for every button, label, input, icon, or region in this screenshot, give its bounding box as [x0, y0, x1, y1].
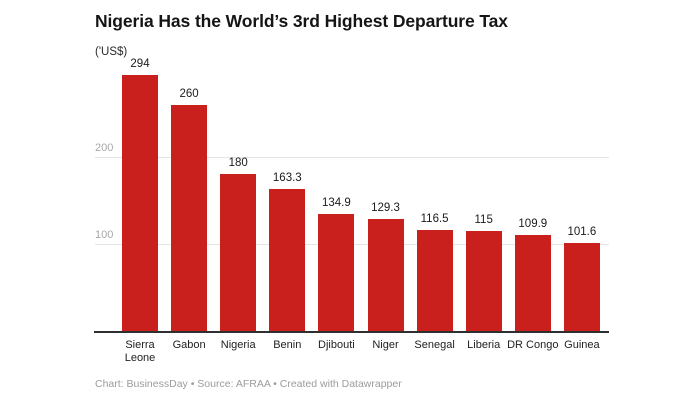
- chart-footer: Chart: BusinessDay • Source: AFRAA • Cre…: [95, 378, 402, 390]
- x-axis-category-label: Senegal: [414, 339, 455, 351]
- bar-niger: [367, 218, 404, 331]
- bar-value-label: 101.6: [567, 225, 597, 238]
- x-axis-category-label: Djibouti: [318, 339, 355, 351]
- bar-benin: [269, 188, 306, 331]
- bar-djibouti: [318, 213, 355, 331]
- bar-guinea: [563, 242, 600, 331]
- x-axis-category-label: Gabon: [172, 339, 206, 351]
- x-axis-category-label: Niger: [372, 339, 399, 351]
- bar-value-label: 180: [228, 157, 248, 170]
- bar-senegal: [416, 229, 453, 331]
- bar-dr-congo: [514, 235, 551, 331]
- x-axis-category-label: Liberia: [467, 339, 501, 351]
- chart-subtitle: ('US$): [95, 46, 128, 58]
- bar-value-label: 260: [179, 87, 199, 100]
- bar-nigeria: [220, 174, 257, 331]
- bar-sierra-leone: [122, 75, 158, 331]
- gridline-y200: [95, 157, 609, 158]
- x-axis-category-label: Guinea: [564, 339, 600, 351]
- chart-title: Nigeria Has the World’s 3rd Highest Depa…: [95, 11, 508, 31]
- y-axis-tick-label: 200: [95, 142, 114, 154]
- x-axis-category-label: Nigeria: [220, 339, 256, 351]
- bar-value-label: 294: [130, 58, 150, 71]
- x-axis-category-label: Benin: [273, 339, 302, 351]
- bar-liberia: [465, 230, 502, 331]
- y-axis-tick-label: 100: [95, 229, 114, 241]
- x-axis-category-label: DR Congo: [507, 339, 559, 351]
- bar-value-label: 116.5: [420, 212, 449, 225]
- bar-value-label: 129.3: [371, 201, 400, 214]
- bar-value-label: 134.9: [322, 196, 351, 209]
- bar-value-label: 115: [474, 213, 493, 226]
- x-axis-line: [94, 331, 609, 333]
- bar-value-label: 163.3: [272, 171, 302, 184]
- bar-value-label: 109.9: [518, 218, 548, 231]
- x-axis-category-label: Sierra Leone: [124, 339, 156, 364]
- bar-gabon: [171, 104, 208, 331]
